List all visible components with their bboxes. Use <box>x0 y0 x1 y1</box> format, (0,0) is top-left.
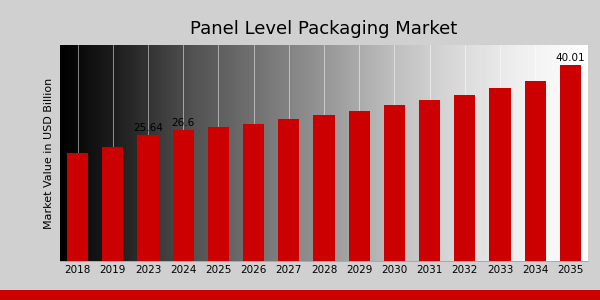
Bar <box>313 115 335 261</box>
Bar <box>137 135 158 261</box>
Bar <box>524 81 546 261</box>
Bar <box>349 111 370 261</box>
Bar <box>278 118 299 261</box>
Bar <box>173 130 194 261</box>
Text: 40.01: 40.01 <box>556 52 585 63</box>
Bar <box>560 64 581 261</box>
Bar <box>208 128 229 261</box>
Bar <box>490 88 511 261</box>
Bar <box>419 100 440 261</box>
Bar <box>243 124 264 261</box>
Title: Panel Level Packaging Market: Panel Level Packaging Market <box>190 20 458 38</box>
Bar <box>384 105 405 261</box>
Bar <box>102 147 124 261</box>
Bar <box>67 153 88 261</box>
Text: 26.6: 26.6 <box>172 118 195 128</box>
Bar <box>454 95 475 261</box>
Y-axis label: Market Value in USD Billion: Market Value in USD Billion <box>44 77 55 229</box>
Text: 25.64: 25.64 <box>133 123 163 133</box>
